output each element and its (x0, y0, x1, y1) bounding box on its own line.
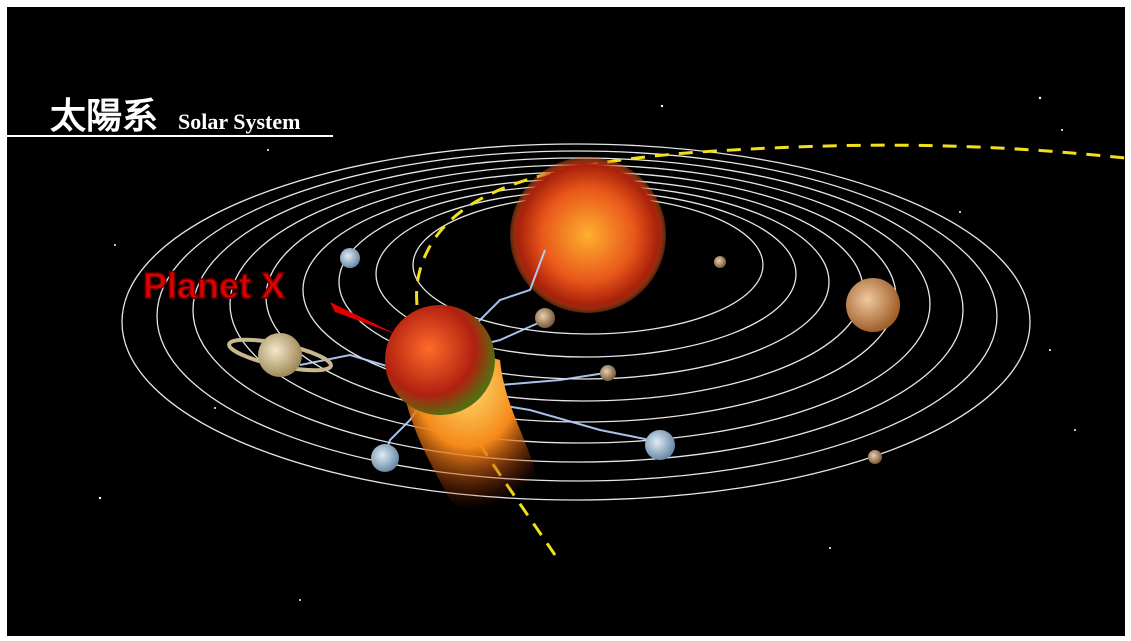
planet (846, 278, 900, 332)
planet (600, 365, 616, 381)
title-kanji: 太陽系 (50, 95, 158, 137)
planet (371, 444, 399, 472)
planet (258, 333, 302, 377)
space (7, 7, 1125, 636)
planet-x-label: Planet X (143, 265, 285, 306)
stars (98, 96, 1076, 601)
planet (535, 308, 555, 328)
planet (645, 430, 675, 460)
planet (868, 450, 882, 464)
planet (714, 256, 726, 268)
planet (340, 248, 360, 268)
title-english: Solar System (178, 109, 300, 134)
planet-x (385, 305, 495, 415)
label-pointer (330, 302, 398, 335)
sun (510, 157, 666, 313)
